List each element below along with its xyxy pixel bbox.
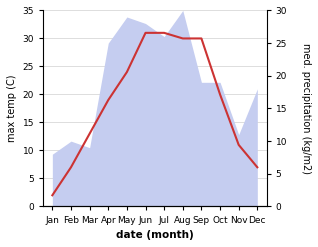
Y-axis label: med. precipitation (kg/m2): med. precipitation (kg/m2) [301, 43, 311, 174]
X-axis label: date (month): date (month) [116, 230, 194, 240]
Y-axis label: max temp (C): max temp (C) [7, 75, 17, 142]
